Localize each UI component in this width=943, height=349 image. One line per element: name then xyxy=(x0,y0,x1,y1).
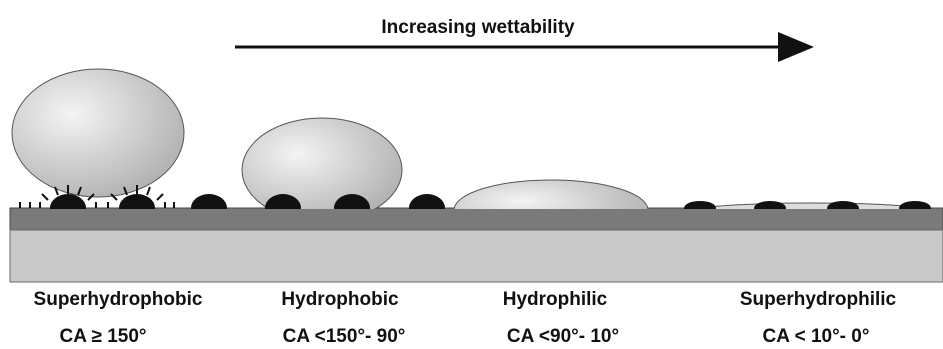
state-label: Hydrophilic xyxy=(503,289,608,310)
contact-angle: CA <150°- 90° xyxy=(283,326,406,347)
substrate xyxy=(10,230,943,282)
title: Increasing wettability xyxy=(381,17,575,38)
state-label: Hydrophobic xyxy=(281,289,399,310)
contact-angle: CA <90°- 10° xyxy=(507,326,619,347)
state-label: Superhydrophilic xyxy=(740,289,897,310)
page: {"header": {"title": "Increasing wettabi… xyxy=(0,0,943,349)
droplet xyxy=(12,69,184,197)
contact-angle: CA ≥ 150° xyxy=(59,326,146,347)
state-label: Superhydrophobic xyxy=(34,289,203,310)
diagram: Increasing wettability Superhydrophobic … xyxy=(0,0,943,349)
contact-angle: CA < 10°- 0° xyxy=(763,326,870,347)
surface-layer xyxy=(10,208,943,230)
